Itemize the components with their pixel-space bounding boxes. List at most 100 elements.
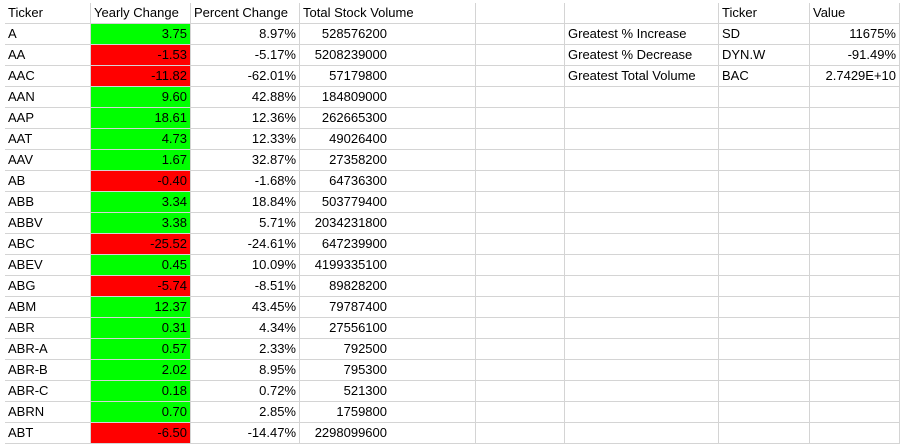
yearly-change-cell[interactable]: 0.57 bbox=[91, 339, 191, 360]
empty-cell[interactable] bbox=[476, 87, 565, 108]
total-volume-cell[interactable]: 64736300 bbox=[300, 171, 390, 192]
empty-cell[interactable] bbox=[390, 360, 476, 381]
empty-cell[interactable] bbox=[390, 402, 476, 423]
summary-value-cell[interactable]: 11675% bbox=[810, 24, 900, 45]
ticker-cell[interactable]: AB bbox=[5, 171, 91, 192]
yearly-change-cell[interactable]: -0.40 bbox=[91, 171, 191, 192]
percent-change-cell[interactable]: 2.85% bbox=[191, 402, 300, 423]
total-volume-cell[interactable]: 647239900 bbox=[300, 234, 390, 255]
total-volume-cell[interactable]: 27556100 bbox=[300, 318, 390, 339]
empty-cell[interactable] bbox=[810, 87, 900, 108]
total-volume-cell[interactable]: 795300 bbox=[300, 360, 390, 381]
summary-label-cell[interactable]: Greatest % Decrease bbox=[565, 45, 719, 66]
empty-cell[interactable] bbox=[719, 192, 810, 213]
empty-cell[interactable] bbox=[476, 423, 565, 444]
empty-cell[interactable] bbox=[719, 276, 810, 297]
header-yearly-change[interactable]: Yearly Change bbox=[91, 3, 191, 24]
empty-cell[interactable] bbox=[390, 297, 476, 318]
empty-cell[interactable] bbox=[476, 255, 565, 276]
header-total-stock-volume[interactable]: Total Stock Volume bbox=[300, 3, 476, 24]
yearly-change-cell[interactable]: -1.53 bbox=[91, 45, 191, 66]
yearly-change-cell[interactable]: 2.02 bbox=[91, 360, 191, 381]
empty-cell[interactable] bbox=[810, 339, 900, 360]
empty-cell[interactable] bbox=[565, 171, 719, 192]
summary-label-cell[interactable]: Greatest Total Volume bbox=[565, 66, 719, 87]
empty-cell[interactable] bbox=[390, 45, 476, 66]
percent-change-cell[interactable]: 42.88% bbox=[191, 87, 300, 108]
empty-cell[interactable] bbox=[565, 381, 719, 402]
empty-cell[interactable] bbox=[565, 87, 719, 108]
summary-ticker-cell[interactable]: BAC bbox=[719, 66, 810, 87]
yearly-change-cell[interactable]: 0.45 bbox=[91, 255, 191, 276]
yearly-change-cell[interactable]: -6.50 bbox=[91, 423, 191, 444]
yearly-change-cell[interactable]: 3.75 bbox=[91, 24, 191, 45]
total-volume-cell[interactable]: 503779400 bbox=[300, 192, 390, 213]
empty-cell[interactable] bbox=[810, 297, 900, 318]
total-volume-cell[interactable]: 2298099600 bbox=[300, 423, 390, 444]
empty-cell[interactable] bbox=[810, 255, 900, 276]
empty-cell[interactable] bbox=[719, 87, 810, 108]
yearly-change-cell[interactable]: 4.73 bbox=[91, 129, 191, 150]
empty-cell[interactable] bbox=[390, 24, 476, 45]
percent-change-cell[interactable]: 8.95% bbox=[191, 360, 300, 381]
empty-cell[interactable] bbox=[565, 255, 719, 276]
yearly-change-cell[interactable]: 3.34 bbox=[91, 192, 191, 213]
percent-change-cell[interactable]: 10.09% bbox=[191, 255, 300, 276]
ticker-cell[interactable]: AA bbox=[5, 45, 91, 66]
empty-cell[interactable] bbox=[390, 108, 476, 129]
empty-cell[interactable] bbox=[565, 297, 719, 318]
ticker-cell[interactable]: ABC bbox=[5, 234, 91, 255]
empty-cell[interactable] bbox=[565, 108, 719, 129]
empty-cell[interactable] bbox=[476, 3, 565, 24]
empty-cell[interactable] bbox=[719, 339, 810, 360]
ticker-cell[interactable]: AAC bbox=[5, 66, 91, 87]
empty-cell[interactable] bbox=[810, 234, 900, 255]
ticker-cell[interactable]: AAT bbox=[5, 129, 91, 150]
empty-cell[interactable] bbox=[390, 213, 476, 234]
summary-ticker-cell[interactable]: DYN.W bbox=[719, 45, 810, 66]
empty-cell[interactable] bbox=[565, 213, 719, 234]
ticker-cell[interactable]: ABR-A bbox=[5, 339, 91, 360]
total-volume-cell[interactable]: 2034231800 bbox=[300, 213, 390, 234]
empty-cell[interactable] bbox=[565, 150, 719, 171]
empty-cell[interactable] bbox=[810, 150, 900, 171]
yearly-change-cell[interactable]: -11.82 bbox=[91, 66, 191, 87]
percent-change-cell[interactable]: 18.84% bbox=[191, 192, 300, 213]
empty-cell[interactable] bbox=[565, 129, 719, 150]
ticker-cell[interactable]: AAV bbox=[5, 150, 91, 171]
percent-change-cell[interactable]: 32.87% bbox=[191, 150, 300, 171]
ticker-cell[interactable]: ABG bbox=[5, 276, 91, 297]
percent-change-cell[interactable]: -24.61% bbox=[191, 234, 300, 255]
percent-change-cell[interactable]: 43.45% bbox=[191, 297, 300, 318]
empty-cell[interactable] bbox=[476, 402, 565, 423]
yearly-change-cell[interactable]: -25.52 bbox=[91, 234, 191, 255]
ticker-cell[interactable]: ABR-C bbox=[5, 381, 91, 402]
percent-change-cell[interactable]: 12.33% bbox=[191, 129, 300, 150]
percent-change-cell[interactable]: 12.36% bbox=[191, 108, 300, 129]
empty-cell[interactable] bbox=[390, 192, 476, 213]
percent-change-cell[interactable]: 4.34% bbox=[191, 318, 300, 339]
ticker-cell[interactable]: ABT bbox=[5, 423, 91, 444]
ticker-cell[interactable]: AAP bbox=[5, 108, 91, 129]
percent-change-cell[interactable]: 0.72% bbox=[191, 381, 300, 402]
ticker-cell[interactable]: ABR bbox=[5, 318, 91, 339]
empty-cell[interactable] bbox=[719, 171, 810, 192]
empty-cell[interactable] bbox=[390, 234, 476, 255]
empty-cell[interactable] bbox=[565, 339, 719, 360]
empty-cell[interactable] bbox=[476, 24, 565, 45]
header-summary-ticker[interactable]: Ticker bbox=[719, 3, 810, 24]
ticker-cell[interactable]: ABBV bbox=[5, 213, 91, 234]
empty-cell[interactable] bbox=[476, 45, 565, 66]
total-volume-cell[interactable]: 4199335100 bbox=[300, 255, 390, 276]
empty-cell[interactable] bbox=[390, 150, 476, 171]
empty-cell[interactable] bbox=[476, 276, 565, 297]
empty-cell[interactable] bbox=[476, 192, 565, 213]
empty-cell[interactable] bbox=[476, 381, 565, 402]
total-volume-cell[interactable]: 792500 bbox=[300, 339, 390, 360]
empty-cell[interactable] bbox=[565, 360, 719, 381]
summary-ticker-cell[interactable]: SD bbox=[719, 24, 810, 45]
empty-cell[interactable] bbox=[565, 402, 719, 423]
empty-cell[interactable] bbox=[390, 381, 476, 402]
empty-cell[interactable] bbox=[719, 234, 810, 255]
empty-cell[interactable] bbox=[390, 276, 476, 297]
